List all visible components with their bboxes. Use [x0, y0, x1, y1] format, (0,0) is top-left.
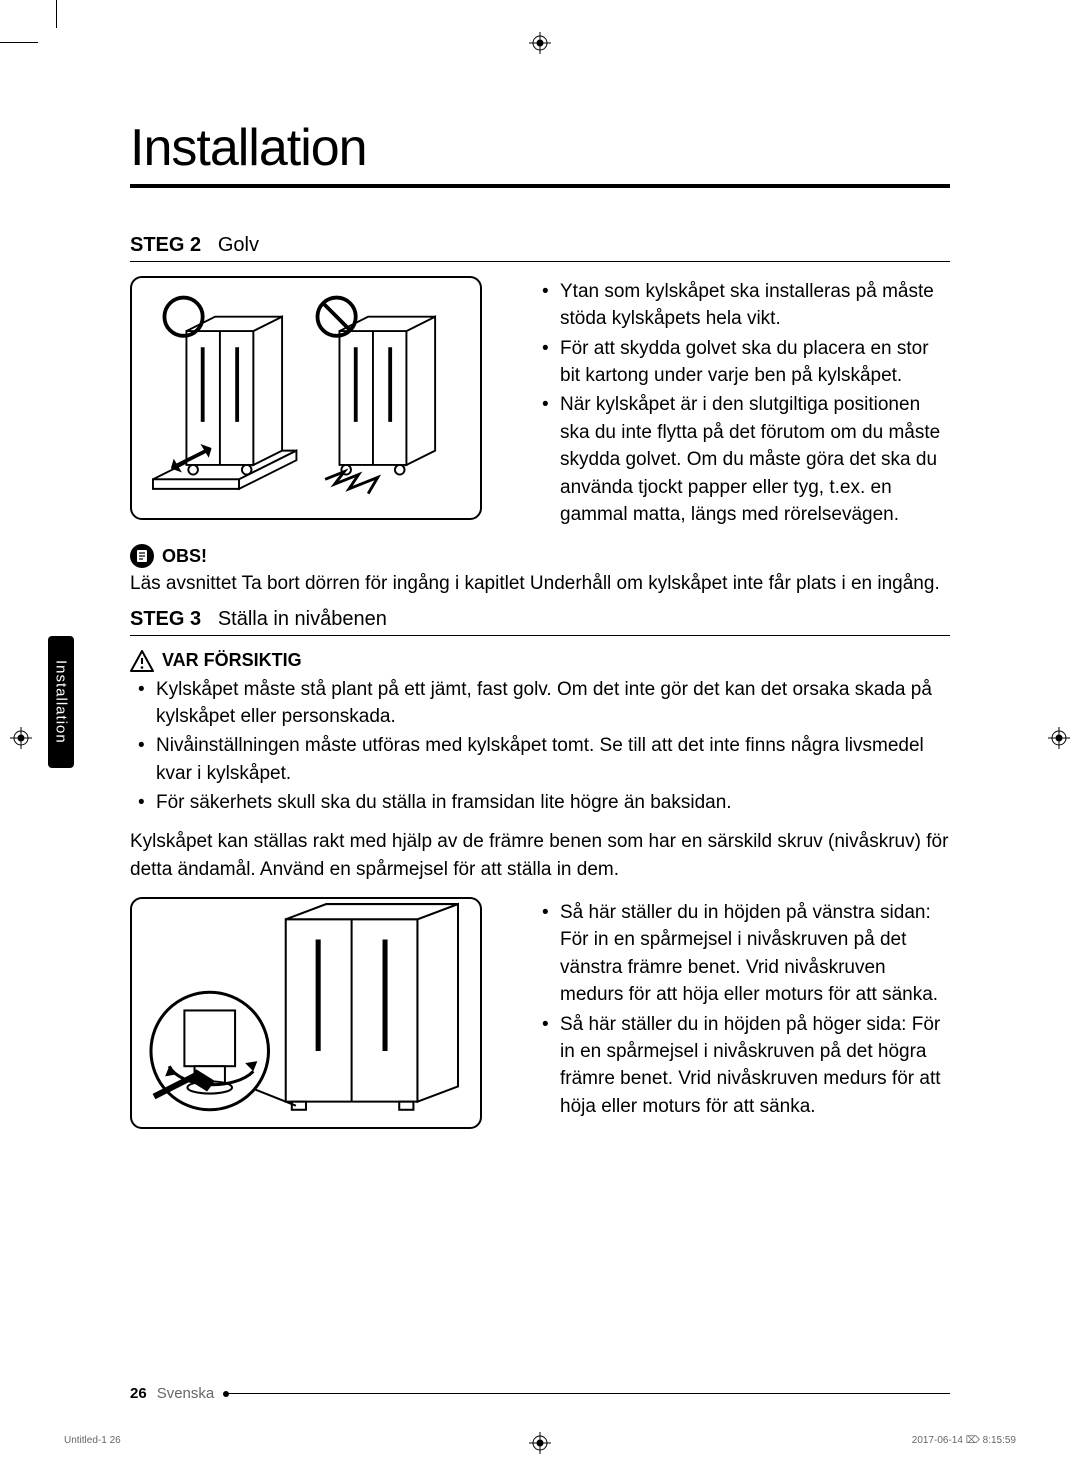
- step3-label: STEG 3: [130, 608, 201, 630]
- list-item: Så här ställer du in höjden på höger sid…: [538, 1011, 950, 1120]
- step3-figure: [130, 897, 482, 1129]
- step3-paragraph: Kylskåpet kan ställas rakt med hjälp av …: [130, 828, 950, 883]
- side-tab-label: Installation: [53, 660, 70, 744]
- step3-header: STEG 3 Ställa in nivåbenen: [130, 608, 950, 636]
- side-tab: Installation: [48, 636, 74, 768]
- print-footer: Untitled-1 26 2017-06-14 ⌦ 8:15:59: [64, 1435, 1016, 1446]
- step2-bullets: Ytan som kylskåpet ska installeras på må…: [538, 276, 950, 530]
- note-label: OBS!: [162, 546, 207, 567]
- registration-mark: [1048, 727, 1070, 749]
- page-title: Installation: [130, 118, 950, 188]
- print-footer-right: 2017-06-14 ⌦ 8:15:59: [912, 1435, 1016, 1446]
- page-number: 26: [130, 1385, 147, 1402]
- caution-icon: [130, 650, 154, 672]
- note-icon: [130, 544, 154, 568]
- registration-mark: [529, 32, 551, 54]
- list-item: För att skydda golvet ska du placera en …: [538, 335, 950, 390]
- step2-label: STEG 2: [130, 234, 201, 256]
- print-footer-left: Untitled-1 26: [64, 1435, 121, 1446]
- page-language: Svenska: [157, 1385, 215, 1402]
- crop-mark: [56, 0, 57, 28]
- footer-rule: [224, 1393, 950, 1394]
- step3b-bullets: Så här ställer du in höjden på vänstra s…: [538, 897, 950, 1129]
- registration-mark: [10, 727, 32, 749]
- note-header: OBS!: [130, 544, 950, 568]
- page-content: Installation STEG 2 Golv: [130, 118, 950, 1143]
- caution-header: VAR FÖRSIKTIG: [130, 650, 950, 672]
- caution-bullets: Kylskåpet måste stå plant på ett jämt, f…: [130, 676, 950, 817]
- caution-label: VAR FÖRSIKTIG: [162, 650, 302, 671]
- crop-mark: [0, 42, 38, 43]
- step2-figure: [130, 276, 482, 520]
- list-item: När kylskåpet är i den slutgiltiga posit…: [538, 391, 950, 528]
- step3-title: Ställa in nivåbenen: [218, 608, 387, 630]
- step2-header: STEG 2 Golv: [130, 234, 950, 262]
- list-item: Ytan som kylskåpet ska installeras på må…: [538, 278, 950, 333]
- note-text: Läs avsnittet Ta bort dörren för ingång …: [130, 570, 950, 597]
- step2-title: Golv: [218, 234, 259, 256]
- list-item: För säkerhets skull ska du ställa in fra…: [130, 789, 950, 816]
- list-item: Kylskåpet måste stå plant på ett jämt, f…: [130, 676, 950, 731]
- page-footer: 26 Svenska: [130, 1385, 950, 1402]
- list-item: Så här ställer du in höjden på vänstra s…: [538, 899, 950, 1008]
- list-item: Nivåinställningen måste utföras med kyls…: [130, 732, 950, 787]
